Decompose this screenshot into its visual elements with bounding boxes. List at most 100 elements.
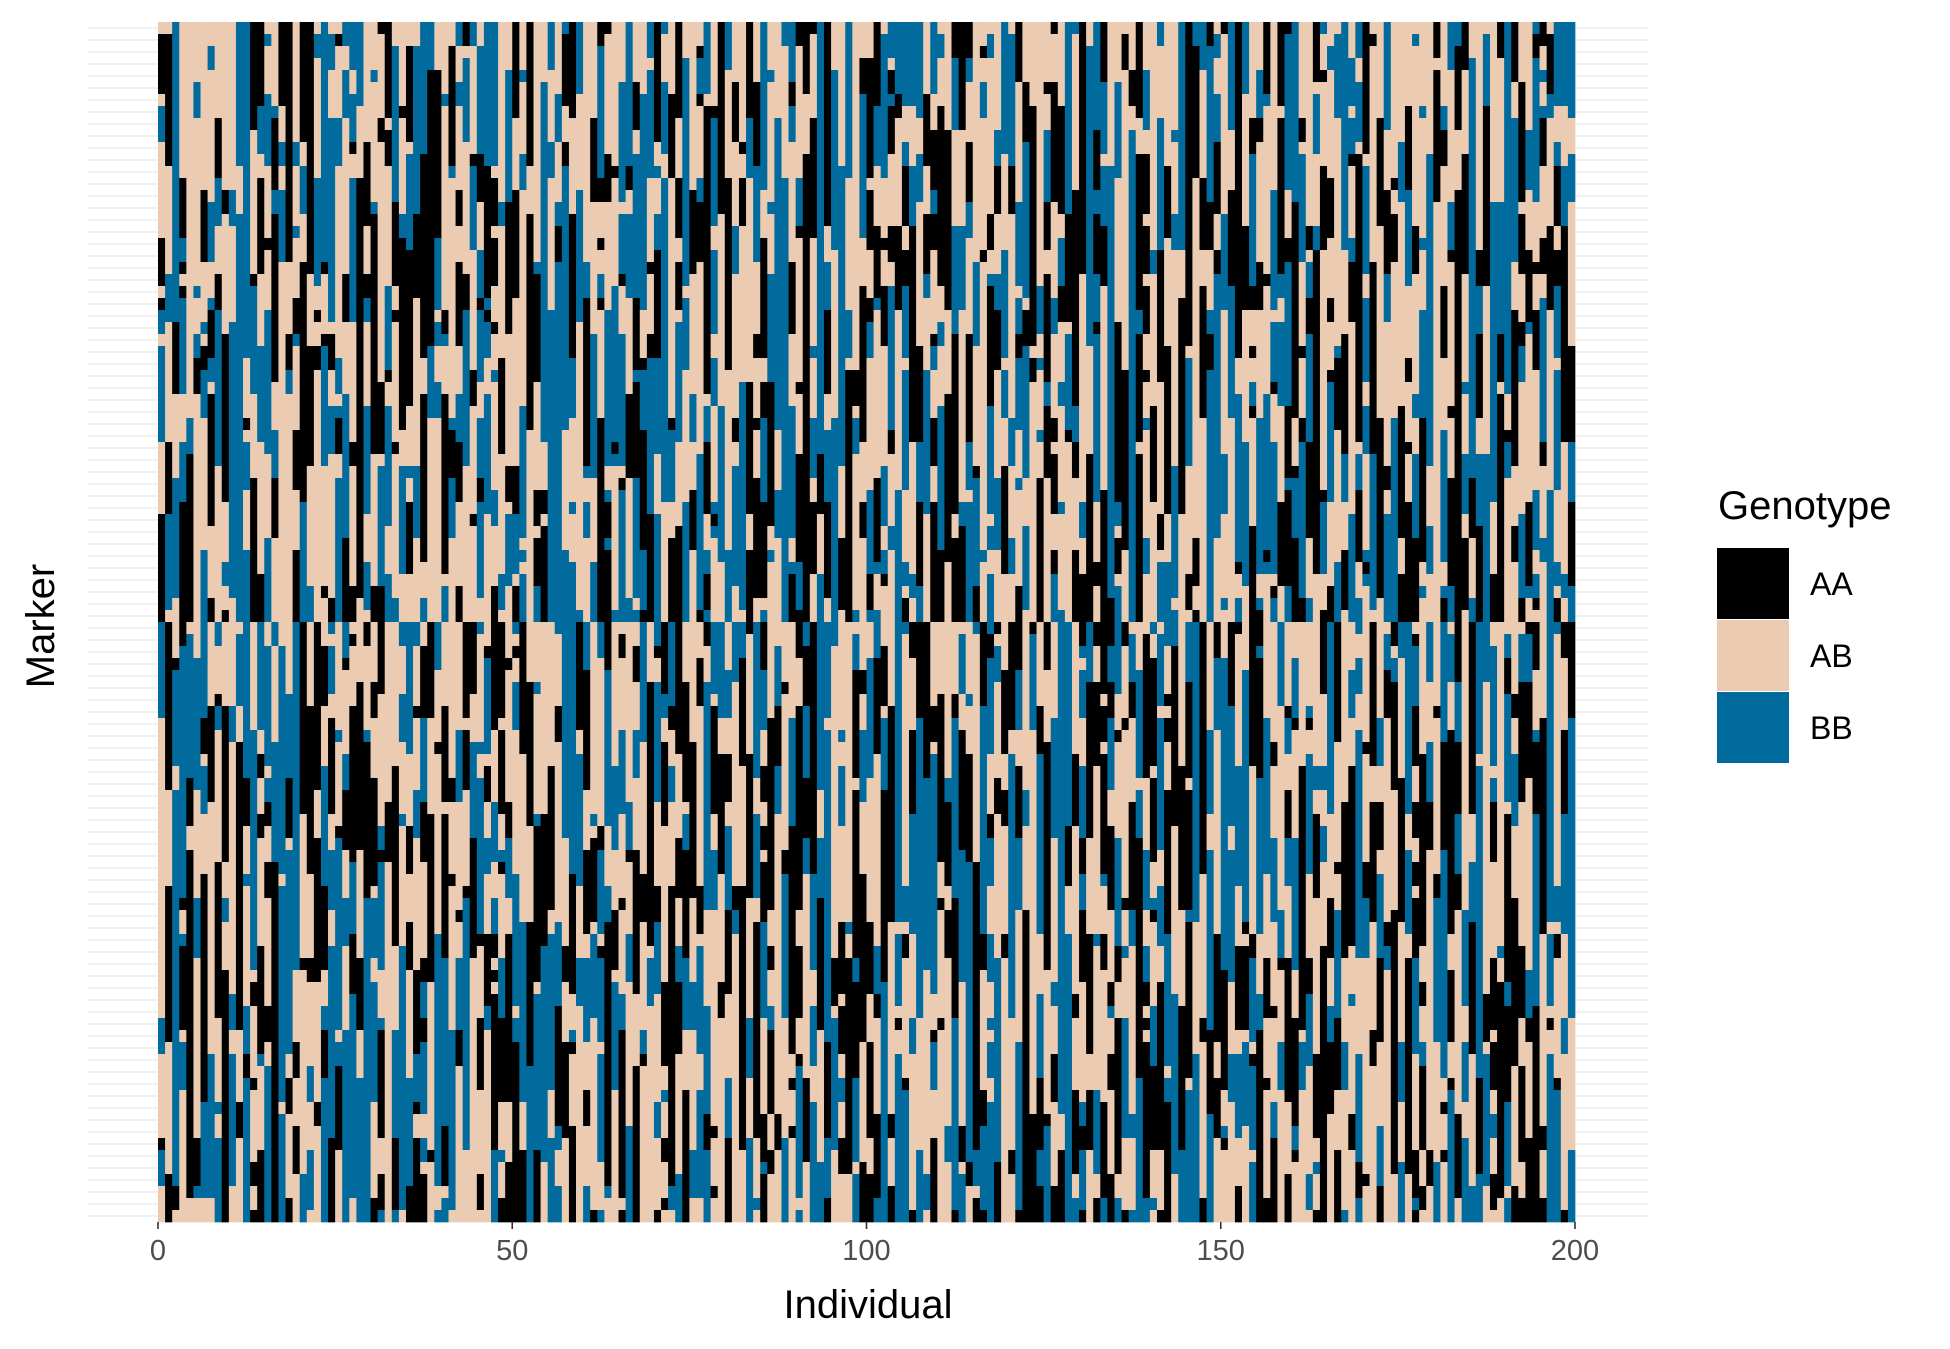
heatmap-cell (753, 1198, 761, 1211)
heatmap-cell (561, 982, 570, 1043)
heatmap-cell (1249, 22, 1257, 119)
heatmap-cell (1369, 622, 1377, 767)
heatmap-cell (200, 322, 208, 335)
heatmap-cell (1142, 1198, 1151, 1223)
heatmap-cell (335, 622, 343, 731)
heatmap-cell (590, 814, 598, 827)
heatmap-cell (625, 166, 634, 191)
heatmap-cell (576, 730, 584, 755)
heatmap-cell (420, 1018, 428, 1043)
heatmap-cell (533, 490, 541, 527)
heatmap-cell (370, 22, 378, 71)
heatmap-cell (285, 850, 293, 1055)
heatmap-cell (179, 898, 187, 911)
heatmap-cell (894, 1054, 903, 1223)
heatmap-cell (1383, 970, 1392, 1223)
heatmap-cell (554, 1186, 563, 1223)
heatmap-cell (1475, 622, 1484, 755)
heatmap-cell (250, 394, 258, 479)
heatmap-cell (491, 238, 499, 287)
heatmap-cell (859, 1042, 867, 1163)
heatmap-cell (930, 1042, 938, 1091)
heatmap-cell (1086, 454, 1094, 623)
heatmap-cell (1093, 1174, 1101, 1199)
heatmap-cell (760, 766, 768, 803)
heatmap-cell (1178, 250, 1186, 299)
heatmap-cell (696, 202, 704, 263)
heatmap-cell (1164, 1078, 1172, 1103)
heatmap-cell (1440, 22, 1448, 107)
heatmap-cell (363, 322, 371, 407)
heatmap-cell (675, 1054, 683, 1175)
heatmap-cell (1447, 250, 1455, 263)
legend-label-aa: AA (1810, 566, 1853, 602)
heatmap-cell (1114, 322, 1122, 503)
heatmap-cell (1093, 1198, 1101, 1223)
heatmap-cell (1057, 238, 1066, 287)
heatmap-cell (1355, 490, 1363, 563)
heatmap-cell (682, 622, 690, 683)
heatmap-cell (724, 718, 733, 755)
heatmap-cell (909, 166, 917, 227)
heatmap-cell (1185, 1090, 1193, 1223)
heatmap-cell (1348, 106, 1356, 119)
heatmap-cell (1277, 298, 1285, 323)
heatmap-cell (533, 262, 541, 275)
heatmap-cell (328, 334, 336, 371)
heatmap-cell (235, 634, 244, 707)
heatmap-cell (1284, 478, 1292, 491)
heatmap-cell (951, 130, 959, 227)
heatmap-cell (639, 622, 648, 743)
heatmap-cell (646, 58, 655, 71)
heatmap-cell (604, 490, 612, 503)
heatmap-cell (823, 22, 832, 227)
heatmap-cell (512, 658, 520, 683)
heatmap-cell (717, 22, 726, 215)
heatmap-cell (1348, 166, 1356, 239)
heatmap-cell (1156, 46, 1165, 119)
heatmap-cell (1504, 1102, 1512, 1187)
heatmap-cell (1518, 1066, 1526, 1163)
heatmap-cell (1355, 634, 1363, 659)
heatmap-cell (1107, 718, 1115, 791)
heatmap-cell (661, 982, 669, 1067)
heatmap-cell (1305, 538, 1314, 599)
heatmap-cell (1461, 22, 1470, 71)
heatmap-cell (335, 1042, 343, 1067)
heatmap-cell (299, 142, 308, 167)
heatmap-cell (767, 550, 775, 563)
heatmap-cell (483, 358, 492, 395)
heatmap-cell (398, 826, 407, 947)
heatmap-cell (377, 22, 386, 35)
heatmap-cell (1036, 934, 1044, 995)
heatmap-cell (937, 550, 945, 623)
heatmap-cell (1489, 778, 1498, 803)
heatmap-cell (802, 646, 811, 707)
heatmap-cell (391, 286, 400, 311)
heatmap-cell (909, 574, 917, 599)
heatmap-cell (1121, 910, 1129, 947)
heatmap-cell (1114, 526, 1122, 539)
heatmap-cell (703, 1006, 711, 1115)
heatmap-cell (413, 1054, 421, 1103)
heatmap-cell (243, 874, 251, 887)
heatmap-cell (186, 778, 194, 827)
heatmap-cell (866, 1138, 874, 1175)
heatmap-cell (760, 382, 768, 419)
heatmap-cell (1164, 706, 1172, 719)
heatmap-cell (349, 154, 357, 179)
heatmap-cell (823, 430, 832, 503)
heatmap-cell (703, 22, 711, 95)
heatmap-cell (1454, 742, 1462, 815)
heatmap-cell (165, 514, 173, 611)
heatmap-cell (483, 22, 492, 167)
heatmap-cell (965, 238, 974, 335)
heatmap-cell (823, 718, 832, 731)
heatmap-cell (703, 406, 711, 443)
heatmap-cell (639, 550, 648, 611)
heatmap-cell (1121, 730, 1129, 899)
heatmap-cell (604, 670, 612, 827)
heatmap-cell (802, 154, 811, 623)
heatmap-cell (512, 1006, 520, 1019)
heatmap-cell (760, 826, 768, 851)
